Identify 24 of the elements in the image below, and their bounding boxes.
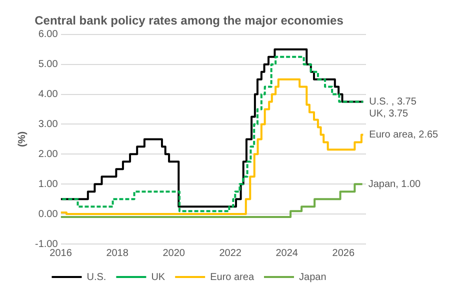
y-tick-label: 2.00 xyxy=(38,148,58,160)
y-tick-label: 4.00 xyxy=(38,89,58,100)
text: UK, 3.75 xyxy=(369,108,409,120)
y-tick-label: -1.00 xyxy=(34,238,58,250)
x-tick-label: 2022 xyxy=(219,248,242,259)
legend-label: Euro area xyxy=(210,272,254,283)
y-tick-label: 1.00 xyxy=(38,178,58,190)
x-tick-label: 2016 xyxy=(50,248,72,259)
legend-label: Japan xyxy=(299,272,326,283)
y-axis-title: (%) xyxy=(16,131,28,147)
legend-label: U.S. xyxy=(86,272,106,283)
x-tick-label: 2026 xyxy=(332,248,355,259)
x-tick-label: 2018 xyxy=(106,248,129,259)
y-tick-label: 5.00 xyxy=(38,59,58,70)
text: U.S. , 3.75 xyxy=(369,96,417,108)
chart-title: Central bank policy rates among the major economies xyxy=(34,14,344,28)
y-tick-label: 6.00 xyxy=(38,29,58,40)
text: Japan, 1.00 xyxy=(368,178,422,190)
legend-label: UK xyxy=(151,272,166,283)
x-tick-label: 2024 xyxy=(276,248,298,259)
x-tick-label: 2020 xyxy=(162,248,186,259)
text: Euro area, 2.65 xyxy=(369,129,439,140)
y-tick-label: 3.00 xyxy=(38,118,58,130)
y-tick-label: 0.00 xyxy=(38,208,58,220)
